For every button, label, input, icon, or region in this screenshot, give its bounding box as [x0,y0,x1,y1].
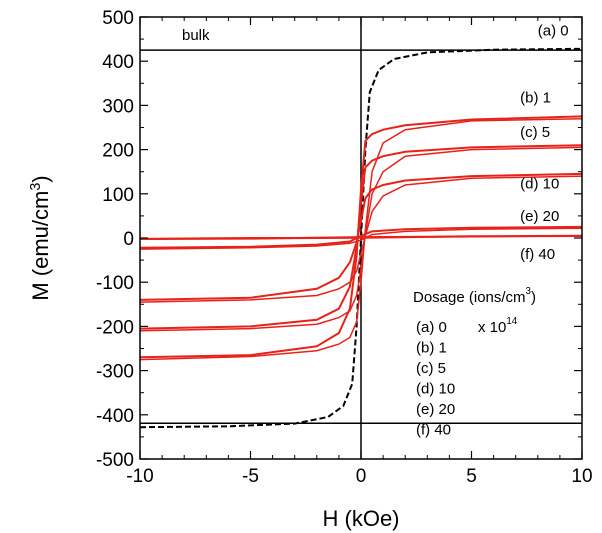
curve-annotation: (b) 1 [520,90,551,107]
x-tick-label: 5 [466,466,477,487]
legend-multiplier: x 1014 [478,316,518,336]
x-tick-label: -5 [242,466,259,487]
curve-annotation: (d) 10 [520,175,559,192]
y-axis-title-superscript: 3 [28,183,44,191]
y-tick-label: -500 [96,450,134,471]
y-axis-title-close: ) [28,175,53,182]
curve-annotation: (e) 20 [520,208,559,225]
series-e-upper-branch [140,225,582,249]
bulk-label: bulk [182,27,210,44]
legend-multiplier-main: x 10 [478,319,506,336]
curve-annotation: (f) 40 [520,246,555,263]
legend-title-close: ) [531,289,536,306]
y-axis-title: M (emu/cm3) [28,175,53,300]
legend-title: Dosage (ions/cm3) [413,286,536,306]
y-tick-label: 300 [102,96,134,117]
y-axis-title-main: M (emu/cm [28,191,53,301]
legend-row: (f) 40 [416,422,451,439]
y-tick-label: 500 [102,8,134,29]
legend-row: (b) 1 [416,340,447,357]
series-a-bulk-curve [140,47,582,429]
y-tick-label: 0 [123,229,134,250]
legend-row: (c) 5 [416,360,446,377]
y-tick-label: -200 [96,317,134,338]
series-d-upper-branch [140,172,582,301]
legend-title-main: Dosage (ions/cm [413,289,526,306]
legend-multiplier-superscript: 14 [506,316,517,327]
series-f-lower-branch [140,235,582,241]
legend-row: (a) 0 [416,319,447,336]
y-tick-label: -300 [96,362,134,383]
x-tick-label: -10 [126,466,153,487]
legend-row: (e) 20 [416,401,455,418]
legend-row: (d) 10 [416,381,455,398]
y-tick-label: 400 [102,52,134,73]
y-tick-label: -400 [96,406,134,427]
legend-title-superscript: 3 [526,286,531,297]
series-b-lower-branch [140,117,582,361]
series-b-upper-branch [140,115,582,359]
y-tick-label: -100 [96,273,134,294]
y-tick-label: 200 [102,141,134,162]
series-c-upper-branch [140,144,582,330]
y-tick-label: 100 [102,185,134,206]
curve-annotation: (c) 5 [520,124,550,141]
x-axis-title: H (kOe) [323,506,400,531]
series-c-lower-branch [140,146,582,332]
x-tick-label: 10 [571,466,592,487]
curve-annotation: (a) 0 [538,23,569,40]
series-d-lower-branch [140,175,582,303]
x-tick-label: 0 [356,466,367,487]
series-e-lower-branch [140,227,582,250]
